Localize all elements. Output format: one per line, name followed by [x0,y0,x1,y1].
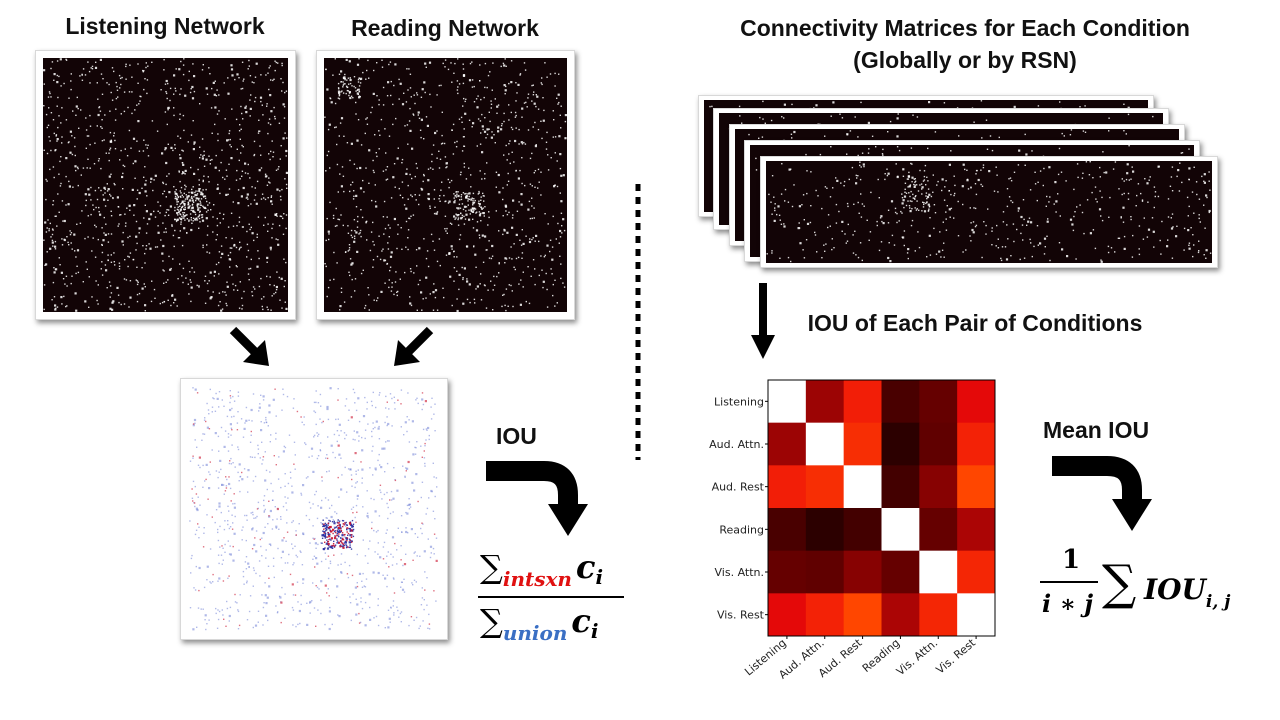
bent-arrow-mean-icon [1052,456,1152,531]
heatmap-y-tick-label: Aud. Rest [712,481,765,494]
dotted-divider [635,184,641,460]
heatmap-x-tick-label: Vis. Rest [934,636,979,677]
heatmap-cell [919,422,958,466]
connectivity-title-line2: (Globally or by RSN) [853,47,1077,73]
heatmap-cell [843,465,882,509]
connectivity-title-line1: Connectivity Matrices for Each Condition [740,15,1190,41]
heatmap-cell [768,550,807,594]
heatmap-cell [805,380,845,424]
listening-network-matrix [35,50,296,320]
mean-formula-numerator: 1 [1062,545,1081,575]
listening-connections [43,58,288,312]
heatmap-cell [881,593,920,637]
arrow-down-right-icon [229,326,269,366]
heatmap-cell [768,465,807,509]
arrow-down-icon [751,283,775,359]
heatmap-cell [805,508,845,552]
heatmap-cells [768,380,996,637]
union-connections [189,387,438,631]
heatmap-cell [768,380,807,424]
reading-cluster [453,191,485,221]
heatmap-cell [805,422,845,466]
mean-iou-formula: 1 i ∗ j ∑ IOUi, j [1038,545,1263,635]
overlap-cluster-red [323,522,353,549]
arrow-down-left-icon [394,326,434,366]
mean-formula-fraction-bar [1040,581,1098,583]
heatmap-cell [957,465,996,509]
heatmap-cell [805,550,845,594]
iou-pairs-title: IOU of Each Pair of Conditions [807,310,1143,336]
iou-formula-fraction-bar [478,596,624,598]
heatmap-cell [957,508,996,552]
heatmap-cell [919,593,958,637]
heatmap-cell [881,508,920,552]
bent-arrow-iou-icon [486,461,588,536]
heatmap-cell [957,550,996,594]
heatmap-cell [843,422,882,466]
iou-heatmap: Listening Aud. Attn. Aud. Rest Reading Vis. … [709,379,996,682]
heatmap-cell [919,508,958,552]
heatmap-cell [843,550,882,594]
overlap-matrix [180,378,448,640]
heatmap-cell [768,593,807,637]
heatmap-cell [768,422,807,466]
heatmap-y-tick-label: Reading [719,523,764,536]
listening-network-title: Listening Network [65,13,265,39]
iou-formula: ∑intsxn ci ∑union ci [478,548,628,648]
heatmap-cell [957,593,996,637]
mean-formula-sum: ∑ [1102,555,1137,611]
heatmap-cell [843,380,882,424]
heatmap-cell [805,465,845,509]
heatmap-y-tick-label: Aud. Attn. [709,438,764,451]
mean-iou-label: Mean IOU [1043,417,1150,443]
heatmap-cell [919,550,958,594]
heatmap-y-labels: Listening Aud. Attn. Aud. Rest Reading Vis. … [709,395,768,622]
heatmap-cell [919,465,958,509]
heatmap-x-tick-label: Vis. Attn. [894,636,940,678]
heatmap-cell [881,380,920,424]
condition-matrix-front [760,156,1218,268]
iou-formula-numerator: ∑intsxn ci [480,548,604,591]
heatmap-frame [767,379,996,637]
mean-formula-term: IOUi, j [1144,573,1231,612]
heatmap-cell [881,465,920,509]
heatmap-y-tick-label: Vis. Rest [717,609,765,622]
reading-corner-cluster [337,76,363,100]
heatmap-cell [919,380,958,424]
heatmap-cell [805,593,845,637]
heatmap-cell [843,508,882,552]
heatmap-cell [957,422,996,466]
heatmap-cell [957,380,996,424]
intersection-connections [191,388,438,627]
heatmap-y-tick-label: Vis. Attn. [715,566,765,579]
heatmap-cell [881,422,920,466]
iou-label: IOU [496,423,537,449]
mean-formula-denominator: i ∗ j [1042,589,1094,618]
reading-network-title: Reading Network [351,15,539,41]
reading-network-matrix [316,50,575,320]
listening-cluster [174,188,208,223]
heatmap-cell [768,508,807,552]
heatmap-y-tick-label: Listening [714,395,764,408]
heatmap-cell [881,550,920,594]
iou-formula-denominator: ∑union ci [480,602,599,645]
heatmap-cell [843,593,882,637]
reading-connections [324,58,567,313]
